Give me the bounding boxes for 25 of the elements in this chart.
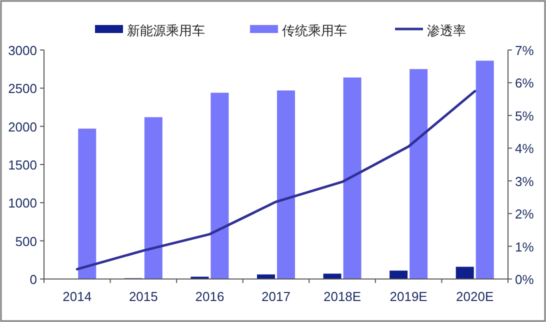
- x-tick-label: 2015: [128, 289, 158, 304]
- y-tick-label: 2500: [8, 81, 37, 96]
- x-tick-label: 2014: [62, 289, 92, 304]
- y-tick-label: 500: [15, 234, 37, 249]
- y-tick-label: 2000: [8, 119, 37, 134]
- x-tick-label: 2018E: [323, 289, 362, 304]
- y2-tick-label: 1%: [515, 239, 534, 254]
- y2-tick-label: 4%: [515, 141, 534, 156]
- y2-tick-label: 2%: [515, 206, 534, 222]
- x-tick-label: 2017: [262, 289, 290, 304]
- y2-tick-label: 0%: [515, 272, 534, 287]
- y2-tick-label: 7%: [515, 43, 534, 58]
- y-tick-label: 0: [30, 272, 37, 287]
- y-tick-label: 1000: [8, 196, 37, 211]
- legend-label: 传统乘用车: [282, 23, 347, 38]
- y2-tick-label: 6%: [515, 76, 534, 91]
- x-tick-label: 2019E: [390, 289, 428, 304]
- y-tick-label: 3000: [8, 43, 37, 58]
- legend-label: 新能源乘用车: [127, 23, 205, 38]
- x-tick-label: 2016: [195, 289, 224, 304]
- y2-tick-label: 3%: [515, 174, 534, 189]
- y2-tick-label: 5%: [515, 108, 534, 124]
- x-tick-label: 2020E: [456, 289, 494, 304]
- y-tick-label: 1500: [8, 158, 37, 172]
- legend-label: 渗透率: [427, 23, 466, 38]
